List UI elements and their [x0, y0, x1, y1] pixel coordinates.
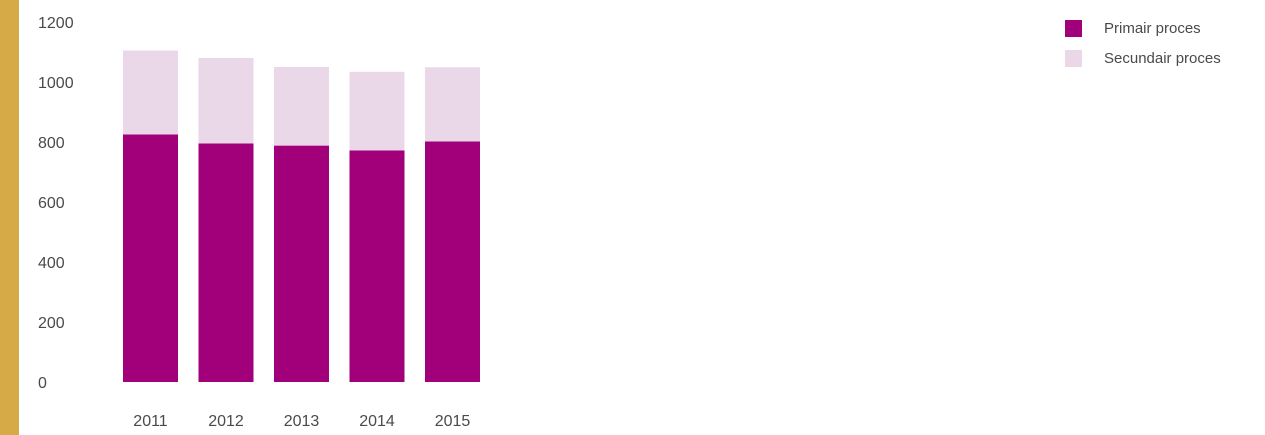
bars — [123, 50, 480, 382]
bar-secundair-2011 — [123, 50, 178, 135]
x-tick-label: 2013 — [284, 413, 320, 430]
y-tick-label: 1200 — [38, 15, 74, 32]
x-axis: 2011 2012 2013 2014 2015 — [133, 413, 470, 430]
y-tick-label: 600 — [38, 195, 65, 212]
bar-primair-2011 — [123, 134, 178, 382]
bar-secundair-2014 — [349, 71, 405, 151]
x-tick-label: 2011 — [133, 413, 168, 430]
y-tick-label: 0 — [38, 375, 47, 392]
y-axis: 0 200 400 600 800 1000 1200 — [38, 15, 74, 392]
x-tick-label: 2014 — [359, 413, 395, 430]
legend-item-primair: Primair proces — [1065, 13, 1221, 43]
legend-item-secundair: Secundair proces — [1065, 43, 1221, 73]
bar-secundair-2013 — [274, 67, 329, 146]
bar-primair-2015 — [425, 141, 480, 382]
legend-swatch-secundair — [1065, 49, 1082, 67]
legend-label-primair: Primair proces — [1104, 19, 1201, 37]
bar-secundair-2012 — [198, 58, 254, 144]
legend: Primair proces Secundair proces — [1065, 13, 1221, 73]
bar-primair-2013 — [274, 145, 329, 382]
y-tick-label: 1000 — [38, 75, 74, 92]
x-tick-label: 2015 — [435, 413, 471, 430]
bar-primair-2014 — [349, 150, 405, 382]
x-tick-label: 2012 — [208, 413, 244, 430]
y-tick-label: 800 — [38, 135, 65, 152]
y-tick-label: 400 — [38, 255, 65, 272]
bar-secundair-2015 — [425, 67, 480, 142]
y-tick-label: 200 — [38, 315, 65, 332]
accent-stripe — [0, 0, 19, 435]
legend-swatch-primair — [1065, 19, 1082, 37]
legend-label-secundair: Secundair proces — [1104, 49, 1221, 67]
bar-primair-2012 — [198, 143, 254, 382]
